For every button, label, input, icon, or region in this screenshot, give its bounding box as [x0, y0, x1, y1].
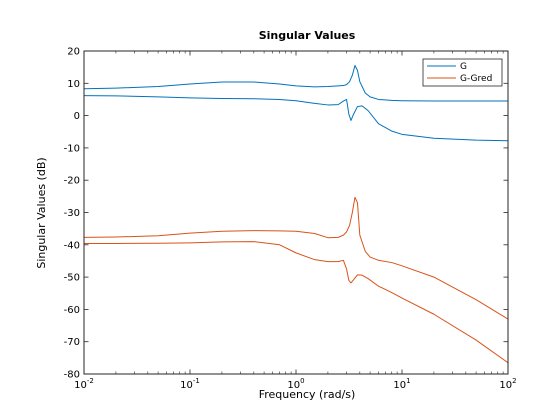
y-axis-label: Singular Values (dB) [35, 157, 48, 268]
y-tick-label: -60 [64, 305, 80, 316]
x-tick-label: 100 [287, 377, 304, 391]
y-tick-label: -40 [64, 240, 80, 251]
x-tick-label: 101 [393, 377, 410, 391]
y-tick-label: 20 [67, 47, 80, 58]
y-tick-label: -50 [64, 273, 80, 284]
series-g-gred-line-2 [84, 241, 508, 364]
legend-label-g: G [460, 62, 467, 72]
y-axis: 20 10 0 -10 -20 -30 -40 -50 -60 -70 -80 [64, 47, 508, 381]
x-axis-label: Frequency (rad/s) [259, 388, 356, 401]
x-tick-label: 10-1 [180, 377, 200, 391]
chart-title: Singular Values [259, 29, 356, 42]
x-axis: 10-2 10-1 100 101 102 [74, 51, 517, 391]
y-tick-label: 0 [74, 111, 80, 122]
y-tick-label: -30 [64, 208, 80, 219]
plot-area [84, 51, 508, 374]
y-tick-label: 10 [67, 79, 80, 90]
y-tick-label: -20 [64, 176, 80, 187]
series-g-line-1 [84, 65, 508, 102]
legend: G G-Gred [422, 58, 503, 87]
series-g-line-2 [84, 95, 508, 142]
x-tick-label: 10-2 [74, 377, 94, 391]
series-layer [84, 65, 508, 364]
series-g-gred-line-1 [84, 196, 508, 320]
legend-label-g-gred: G-Gred [460, 74, 492, 84]
y-tick-label: -70 [64, 337, 80, 348]
y-tick-label: -10 [64, 143, 80, 154]
legend-box [422, 58, 503, 87]
x-tick-label: 102 [499, 377, 516, 391]
y-tick-label: -80 [64, 370, 80, 381]
